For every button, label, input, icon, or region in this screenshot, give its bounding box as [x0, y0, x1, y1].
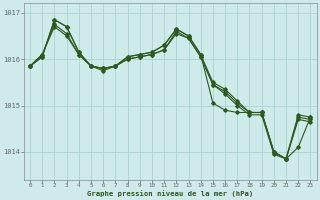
X-axis label: Graphe pression niveau de la mer (hPa): Graphe pression niveau de la mer (hPa): [87, 190, 253, 197]
